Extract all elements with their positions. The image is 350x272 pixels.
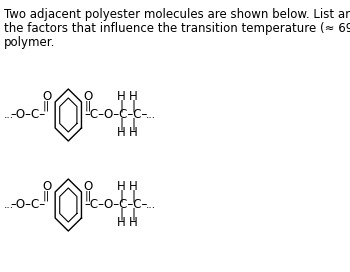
Text: O: O <box>42 91 51 104</box>
Text: |: | <box>132 100 136 113</box>
Text: ...: ... <box>4 200 14 210</box>
Text: O: O <box>84 91 93 104</box>
Text: –C–O–C–C–: –C–O–C–C– <box>85 199 148 212</box>
Text: H: H <box>117 181 126 193</box>
Text: –O–C–: –O–C– <box>10 109 46 122</box>
Text: ||: || <box>85 191 92 201</box>
Text: O: O <box>84 181 93 193</box>
Text: polymer.: polymer. <box>4 36 55 49</box>
Text: ...: ... <box>4 110 14 120</box>
Text: |: | <box>132 190 136 202</box>
Text: H: H <box>117 217 126 230</box>
Text: |: | <box>119 208 124 221</box>
Text: H: H <box>130 181 138 193</box>
Text: the factors that influence the transition temperature (≈ 69 °C) of this: the factors that influence the transitio… <box>4 22 350 35</box>
Text: ...: ... <box>146 200 156 210</box>
Text: |: | <box>119 118 124 131</box>
Text: Two adjacent polyester molecules are shown below. List and describe: Two adjacent polyester molecules are sho… <box>4 8 350 21</box>
Text: H: H <box>117 126 126 140</box>
Text: O: O <box>42 181 51 193</box>
Text: |: | <box>119 100 124 113</box>
Text: –O–C–: –O–C– <box>10 199 46 212</box>
Text: H: H <box>117 91 126 104</box>
Text: ||: || <box>43 191 50 201</box>
Text: |: | <box>132 118 136 131</box>
Text: |: | <box>119 190 124 202</box>
Text: H: H <box>130 217 138 230</box>
Text: |: | <box>132 208 136 221</box>
Text: ||: || <box>43 101 50 111</box>
Text: –C–O–C–C–: –C–O–C–C– <box>85 109 148 122</box>
Text: ...: ... <box>146 110 156 120</box>
Text: ||: || <box>85 101 92 111</box>
Text: H: H <box>130 126 138 140</box>
Text: H: H <box>130 91 138 104</box>
